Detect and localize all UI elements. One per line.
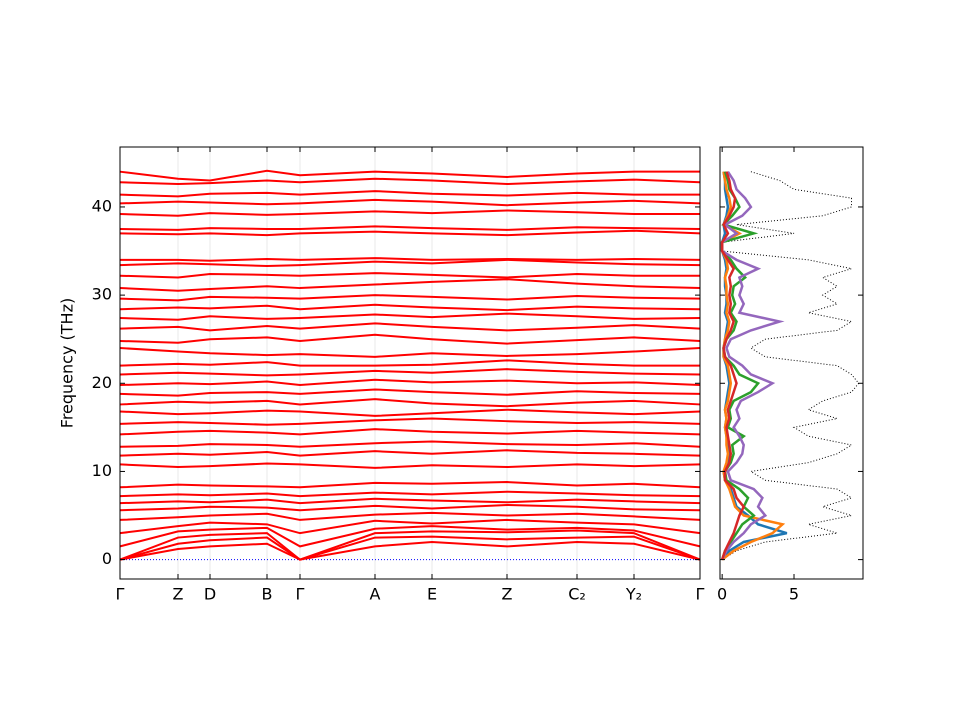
band-line bbox=[119, 209, 700, 217]
x-tick-label: E bbox=[427, 585, 437, 604]
x-tick-label: C₂ bbox=[568, 585, 586, 604]
partial-dos-line bbox=[720, 171, 761, 560]
band-line bbox=[119, 440, 701, 448]
x-tick-label: Γ bbox=[296, 585, 305, 604]
band-line bbox=[119, 278, 701, 292]
band-line bbox=[119, 303, 701, 312]
band-line bbox=[119, 229, 701, 237]
plot-frame bbox=[119, 146, 701, 580]
y-tick-label: 40 bbox=[92, 196, 112, 215]
y-tick-label: 0 bbox=[102, 549, 112, 568]
partial-dos-line bbox=[720, 171, 788, 561]
band-line bbox=[119, 511, 701, 521]
band-line bbox=[119, 417, 701, 426]
total-dos-line bbox=[721, 171, 860, 561]
x-tick-label: Γ bbox=[696, 585, 705, 604]
band-line bbox=[119, 347, 701, 358]
band-line bbox=[119, 359, 700, 367]
x-tick-label: Z bbox=[173, 585, 184, 604]
band-line bbox=[119, 408, 701, 417]
x-tick-label: Y₂ bbox=[625, 585, 642, 604]
band-line bbox=[119, 462, 701, 469]
band-line bbox=[119, 525, 701, 548]
band-line bbox=[119, 333, 701, 345]
x-tick-label: 5 bbox=[789, 585, 799, 604]
x-tick-label: 0 bbox=[717, 585, 727, 604]
band-line bbox=[119, 449, 701, 457]
band-line bbox=[119, 312, 701, 321]
band-line bbox=[119, 518, 701, 535]
x-tick-label: D bbox=[204, 585, 216, 604]
band-line bbox=[119, 481, 701, 489]
band-line bbox=[119, 190, 700, 198]
x-tick-label: A bbox=[370, 585, 381, 604]
band-line bbox=[119, 540, 701, 561]
x-tick-label: Γ bbox=[116, 585, 125, 604]
x-tick-label: Z bbox=[502, 585, 513, 604]
band-line bbox=[119, 198, 701, 207]
band-line bbox=[119, 368, 701, 377]
band-line bbox=[119, 388, 701, 397]
band-line bbox=[119, 294, 701, 302]
y-tick-label: 30 bbox=[92, 285, 112, 304]
band-line bbox=[119, 225, 701, 231]
band-line bbox=[119, 169, 700, 182]
band-line bbox=[119, 497, 701, 505]
band-line bbox=[119, 378, 701, 387]
band-line bbox=[119, 535, 701, 561]
band-line bbox=[119, 529, 701, 561]
dos-frame bbox=[719, 146, 864, 580]
y-tick-label: 10 bbox=[92, 461, 112, 480]
band-line bbox=[119, 428, 701, 436]
band-line bbox=[119, 258, 701, 268]
y-axis-label: Frequency (THz) bbox=[58, 298, 77, 428]
band-line bbox=[119, 490, 701, 498]
band-line bbox=[119, 503, 701, 512]
band-line bbox=[119, 272, 700, 279]
band-line bbox=[119, 398, 701, 408]
x-tick-label: B bbox=[262, 585, 273, 604]
partial-dos-line bbox=[720, 171, 746, 560]
partial-dos-line bbox=[720, 171, 785, 561]
band-line bbox=[119, 322, 701, 332]
band-line bbox=[119, 177, 701, 186]
band-line bbox=[120, 257, 701, 262]
y-tick-label: 20 bbox=[92, 373, 112, 392]
